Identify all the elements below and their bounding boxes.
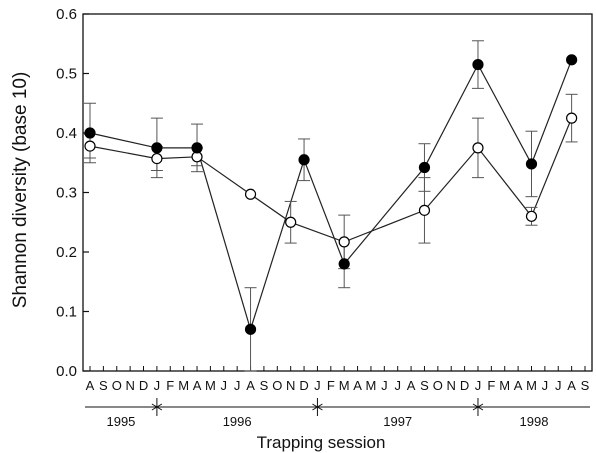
x-tick-label: M [499,378,510,393]
data-point-filled [338,258,350,270]
data-point-filled [151,142,163,154]
series-layer [84,40,578,372]
y-tick-label: 0.2 [56,244,77,261]
y-tick-label: 0.0 [56,363,77,380]
year-label: 1995 [106,414,135,429]
y-axis-title: Shannon diversity (base 10) [10,72,31,309]
y-tick-label: 0.5 [56,66,77,83]
x-tick-label: J [555,378,562,393]
x-tick-label: A [567,378,576,393]
plot-area [82,13,593,372]
x-tick-label: M [526,378,537,393]
x-tick-label: F [487,378,495,393]
x-tick-label: D [299,378,308,393]
series-line [89,117,573,243]
data-point-open [472,142,484,154]
data-point-open [151,152,163,165]
x-tick-label: D [139,378,148,393]
year-arrow [477,403,484,411]
year-label: 1998 [520,414,549,429]
plot-frame [82,13,593,372]
x-axis: A S O N D J F M A M J J A S O N D J F M A M J J A S O N D J F M A M J J A S19… [85,366,590,429]
x-tick-label: M [366,378,377,393]
data-point-open [244,188,257,200]
x-tick-label: J [221,378,228,393]
y-tick-label: 0.1 [56,304,77,321]
data-point-filled [472,58,484,71]
data-point-filled [84,127,96,139]
y-axis: 0.0 0.1 0.2 0.3 0.4 0.5 0.6 [56,6,89,380]
data-point-filled [244,323,257,335]
x-tick-label: S [420,378,429,393]
y-tick-label: 0.6 [56,6,77,23]
x-tick-label: J [475,378,482,393]
data-point-filled [191,142,203,154]
x-tick-label: N [286,378,295,393]
data-point-open [285,216,297,228]
x-tick-label: J [381,378,388,393]
x-tick-label: A [353,378,362,393]
x-tick-label: F [166,378,174,393]
y-tick-label: 0.4 [56,125,77,142]
year-label: 1997 [383,414,412,429]
x-axis-title: Trapping session [257,433,386,452]
data-point-filled [525,158,538,170]
x-tick-label: A [407,378,416,393]
year-arrow [155,403,163,411]
x-tick-label: S [581,378,590,393]
x-tick-label: A [514,378,523,393]
x-tick-label: N [447,378,456,393]
data-point-filled [298,154,310,166]
x-tick-label: J [234,378,241,393]
x-tick-label: J [394,378,401,393]
year-arrow [316,403,323,411]
data-point-open [84,140,96,152]
x-tick-label: M [178,378,189,393]
data-point-filled [418,161,431,174]
x-tick-label: A [86,378,95,393]
x-tick-label: O [272,378,282,393]
year-label: 1996 [223,414,252,429]
x-tick-label: A [246,378,255,393]
series-line [89,59,573,332]
data-point-open [418,204,431,216]
x-tick-label: S [99,378,108,393]
x-tick-label: D [460,378,469,393]
x-tick-label: A [193,378,202,393]
x-tick-label: F [327,378,335,393]
x-tick-label: J [542,378,549,393]
data-point-open [338,236,350,248]
data-point-open [566,112,578,124]
x-tick-label: S [260,378,269,393]
y-tick-label: 0.3 [56,185,77,202]
x-tick-label: M [205,378,216,393]
x-tick-label: N [125,378,134,393]
data-point-open [525,210,538,222]
x-tick-label: O [433,378,443,393]
x-tick-label: M [339,378,350,393]
x-tick-label: J [314,378,321,393]
data-point-filled [566,54,578,66]
x-tick-label: J [154,378,161,393]
x-tick-label: O [112,378,122,393]
